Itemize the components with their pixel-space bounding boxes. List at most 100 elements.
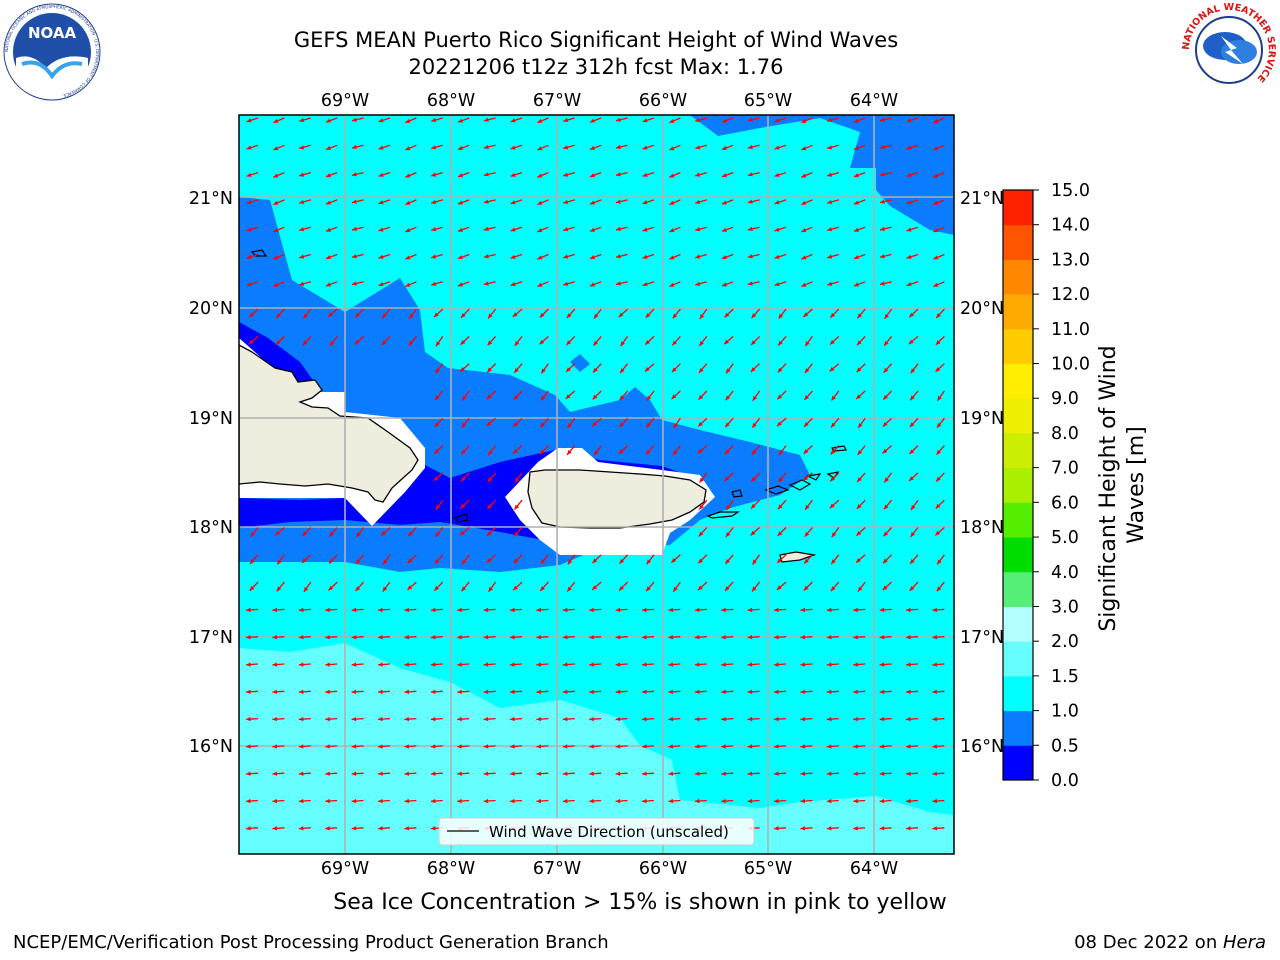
wave-direction-arrowhead: [355, 586, 361, 592]
wave-direction-arrowhead: [646, 559, 652, 565]
wave-direction-arrowhead: [747, 199, 753, 204]
lat-labels-left: 21°N 20°N 19°N 18°N 17°N 16°N: [189, 189, 233, 757]
wave-direction-arrowhead: [378, 635, 383, 640]
island-st-john: [788, 479, 812, 491]
wave-direction-arrowhead: [325, 145, 331, 150]
wave-direction-arrowhead: [803, 585, 809, 591]
wave-direction-arrowhead: [801, 282, 807, 287]
wave-direction-arrowhead: [801, 146, 807, 151]
wave-direction-arrowhead: [615, 689, 621, 694]
wave-direction-arrowhead: [272, 826, 278, 831]
wave-direction-arrowhead: [747, 689, 753, 694]
wave-direction-arrowhead: [778, 450, 784, 456]
wave-direction-arrowhead: [830, 449, 836, 455]
wave-direction-arrowhead: [536, 662, 542, 667]
wave-direction-arrowhead: [879, 771, 885, 776]
wave-direction-arrowhead: [513, 585, 519, 591]
wave-direction-arrowhead: [801, 200, 807, 205]
wave-direction-arrowhead: [827, 281, 833, 286]
wave-direction-arrowhead: [510, 607, 515, 613]
wave-direction-arrowhead: [536, 689, 542, 694]
wave-direction-arrowhead: [642, 172, 648, 177]
wave-direction-arrowhead: [537, 146, 543, 151]
nws-logo: NATIONAL WEATHER SERVICE: [1181, 2, 1277, 97]
wave-direction-arrowhead: [642, 744, 647, 749]
wave-direction-arrowhead: [325, 798, 330, 804]
wave-direction-arrowhead: [514, 368, 519, 373]
wave-direction-arrowhead: [513, 558, 519, 564]
wave-direction-arrowhead: [272, 689, 278, 694]
wave-direction-arrowhead: [751, 449, 757, 455]
wave-direction-arrowhead: [298, 635, 304, 640]
wave-direction-arrowhead: [510, 771, 515, 776]
colorbar-swatch: [1003, 328, 1033, 365]
wave-direction-arrowhead: [273, 118, 279, 123]
wave-direction-arrowhead: [645, 339, 651, 345]
wave-direction-arrowhead: [646, 586, 651, 592]
wave-direction-arrowhead: [853, 200, 859, 205]
wave-direction-arrowhead: [510, 145, 516, 150]
wave-direction-arrowhead: [563, 227, 569, 232]
wave-direction-arrowhead: [826, 716, 832, 722]
wave-direction-arrowhead: [431, 254, 437, 259]
wave-direction-arrowhead: [351, 144, 357, 150]
wave-direction-arrowhead: [856, 504, 862, 509]
wave-direction-arrowhead: [567, 586, 572, 592]
wave-direction-arrowhead: [857, 477, 862, 482]
wave-direction-arrowhead: [378, 200, 384, 205]
wave-direction-arrowhead: [615, 172, 621, 177]
wave-direction-arrowhead: [774, 172, 780, 177]
wave-direction-arrowhead: [879, 199, 885, 204]
wave-direction-arrowhead: [246, 635, 251, 640]
wave-direction-arrowhead: [567, 449, 572, 455]
wave-direction-arrowhead: [246, 662, 251, 667]
wave-direction-arrowhead: [698, 394, 704, 400]
wave-direction-arrowhead: [882, 585, 888, 591]
map-title: GEFS MEAN Puerto Rico Significant Height…: [293, 28, 899, 52]
wave-direction-arrowhead: [566, 340, 572, 346]
wave-direction-arrowhead: [246, 118, 252, 123]
wave-direction-arrowhead: [694, 635, 700, 640]
wave-direction-arrowhead: [457, 173, 463, 178]
wave-direction-arrowhead: [435, 341, 441, 347]
wave-direction-arrowhead: [510, 172, 516, 177]
wave-direction-arrowhead: [857, 450, 863, 455]
wave-direction-arrowhead: [488, 586, 493, 592]
lat-label: 18°N: [189, 518, 233, 538]
wave-direction-arrowhead: [328, 558, 334, 564]
wave-direction-arrowhead: [272, 662, 278, 667]
colorbar-swatch: [1003, 675, 1033, 712]
wave-direction-arrowhead: [883, 394, 888, 400]
wave-direction-arrowhead: [853, 716, 858, 722]
wave-direction-arrowhead: [721, 798, 726, 804]
wave-direction-arrowhead: [540, 559, 546, 564]
wave-direction-arrowhead: [483, 635, 489, 640]
wave-direction-arrowhead: [299, 145, 305, 150]
wave-direction-arrowhead: [434, 558, 440, 564]
wave-direction-arrowhead: [460, 313, 466, 318]
wave-direction-arrowhead: [747, 635, 753, 640]
wave-direction-arrowhead: [933, 173, 939, 178]
wave-direction-arrowhead: [858, 423, 863, 428]
wave-direction-arrowhead: [933, 118, 939, 123]
wave-direction-arrowhead: [906, 172, 912, 177]
wave-direction-arrowhead: [325, 826, 330, 831]
wave-direction-arrowhead: [778, 313, 784, 319]
wave-direction-arrowhead: [250, 532, 256, 537]
wave-direction-arrowhead: [487, 531, 492, 536]
wave-direction-arrowhead: [747, 254, 753, 259]
wave-direction-arrowhead: [407, 558, 413, 564]
wave-direction-arrowhead: [246, 771, 251, 776]
wave-band-1-5-2-0: [239, 643, 954, 854]
wave-direction-arrowhead: [879, 117, 885, 122]
wave-direction-arrowhead: [299, 227, 305, 232]
wave-direction-arrowhead: [431, 281, 437, 286]
wave-direction-arrowhead: [404, 826, 410, 831]
wave-direction-arrowhead: [351, 744, 357, 749]
wave-direction-arrowhead: [487, 477, 493, 483]
wave-direction-arrowhead: [620, 368, 625, 374]
wave-direction-arrowhead: [937, 395, 942, 401]
colorbar-tick-label: 2.0: [1051, 632, 1079, 652]
wave-direction-arrowhead: [721, 173, 727, 178]
wave-direction-arrowhead: [694, 662, 700, 667]
